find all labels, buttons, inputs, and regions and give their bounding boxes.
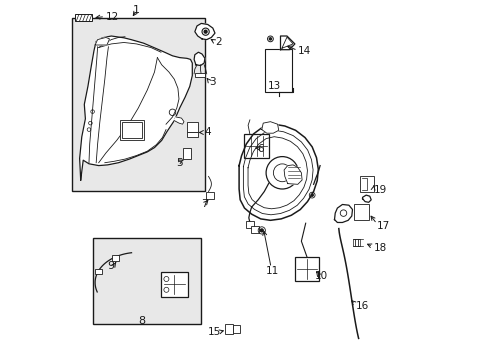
- Text: 11: 11: [265, 266, 279, 276]
- Polygon shape: [174, 117, 183, 124]
- Text: 10: 10: [314, 271, 327, 282]
- Bar: [250, 226, 258, 233]
- Bar: [358, 239, 360, 246]
- Text: 17: 17: [376, 221, 389, 231]
- Polygon shape: [280, 36, 294, 50]
- Circle shape: [310, 194, 313, 196]
- Polygon shape: [239, 124, 318, 220]
- Circle shape: [265, 157, 298, 189]
- Bar: [224, 324, 232, 334]
- Text: 3: 3: [209, 77, 215, 87]
- Text: 15: 15: [208, 327, 221, 337]
- Polygon shape: [194, 23, 215, 40]
- Polygon shape: [284, 165, 302, 184]
- Text: 7: 7: [201, 199, 208, 210]
- Text: 1: 1: [133, 5, 140, 15]
- Bar: [205, 192, 213, 199]
- Bar: [359, 176, 373, 192]
- Bar: [186, 122, 197, 132]
- Text: 12: 12: [106, 12, 119, 22]
- Text: 13: 13: [267, 81, 280, 91]
- Bar: [120, 120, 143, 140]
- Text: 5: 5: [176, 158, 183, 168]
- Bar: [72, 18, 204, 191]
- Text: 9: 9: [107, 261, 115, 271]
- Bar: [355, 239, 357, 246]
- Text: 19: 19: [373, 185, 386, 195]
- Text: 8: 8: [138, 316, 145, 327]
- Polygon shape: [95, 37, 109, 45]
- Bar: [246, 221, 254, 228]
- Bar: [354, 204, 368, 220]
- Text: 6: 6: [257, 144, 264, 154]
- Polygon shape: [194, 52, 204, 66]
- Polygon shape: [261, 122, 278, 133]
- Polygon shape: [80, 36, 192, 180]
- Bar: [186, 132, 197, 137]
- Text: 4: 4: [204, 127, 210, 138]
- Bar: [194, 73, 204, 77]
- Bar: [352, 239, 354, 246]
- Polygon shape: [334, 204, 352, 222]
- Circle shape: [204, 30, 206, 33]
- Polygon shape: [362, 195, 370, 202]
- Text: 2: 2: [215, 37, 221, 48]
- Bar: [183, 148, 191, 159]
- Bar: [95, 269, 102, 274]
- Bar: [75, 14, 92, 21]
- Bar: [122, 122, 142, 138]
- Bar: [244, 134, 268, 158]
- Bar: [294, 257, 319, 281]
- Circle shape: [260, 229, 263, 232]
- Text: 16: 16: [355, 301, 368, 311]
- Bar: [161, 272, 187, 297]
- Text: 18: 18: [373, 243, 386, 253]
- Bar: [111, 255, 119, 261]
- Text: 14: 14: [297, 46, 310, 56]
- Bar: [265, 49, 292, 92]
- Bar: [93, 238, 201, 324]
- Circle shape: [269, 38, 271, 40]
- Bar: [232, 325, 240, 333]
